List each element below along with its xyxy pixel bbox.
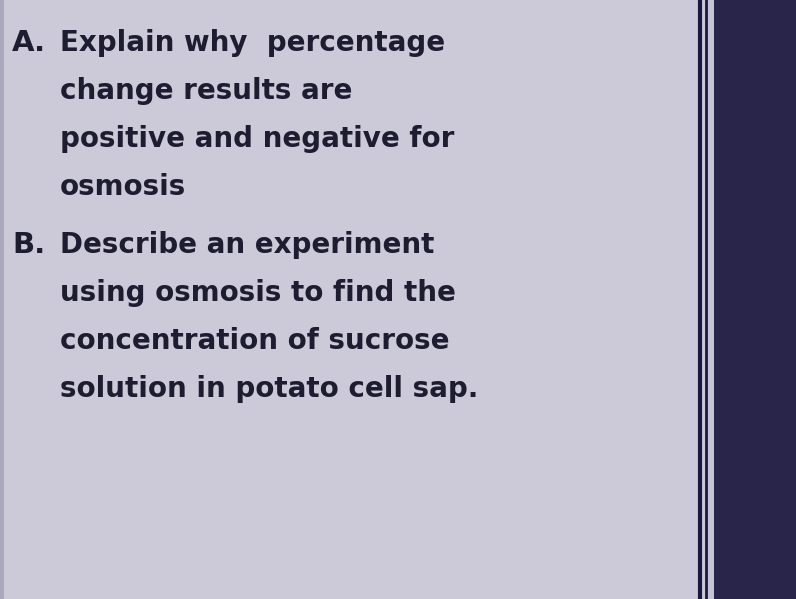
Text: osmosis: osmosis	[60, 173, 186, 201]
Text: B.: B.	[12, 231, 45, 259]
Text: Explain why  percentage: Explain why percentage	[60, 29, 445, 57]
Text: solution in potato cell sap.: solution in potato cell sap.	[60, 375, 478, 403]
Text: concentration of sucrose: concentration of sucrose	[60, 327, 450, 355]
Text: using osmosis to find the: using osmosis to find the	[60, 279, 456, 307]
Text: A.: A.	[12, 29, 46, 57]
Bar	[714, 0, 796, 599]
Text: change results are: change results are	[60, 77, 353, 105]
Text: Describe an experiment: Describe an experiment	[60, 231, 435, 259]
Text: positive and negative for: positive and negative for	[60, 125, 455, 153]
Bar	[0, 0, 4, 599]
Bar	[706, 0, 714, 599]
